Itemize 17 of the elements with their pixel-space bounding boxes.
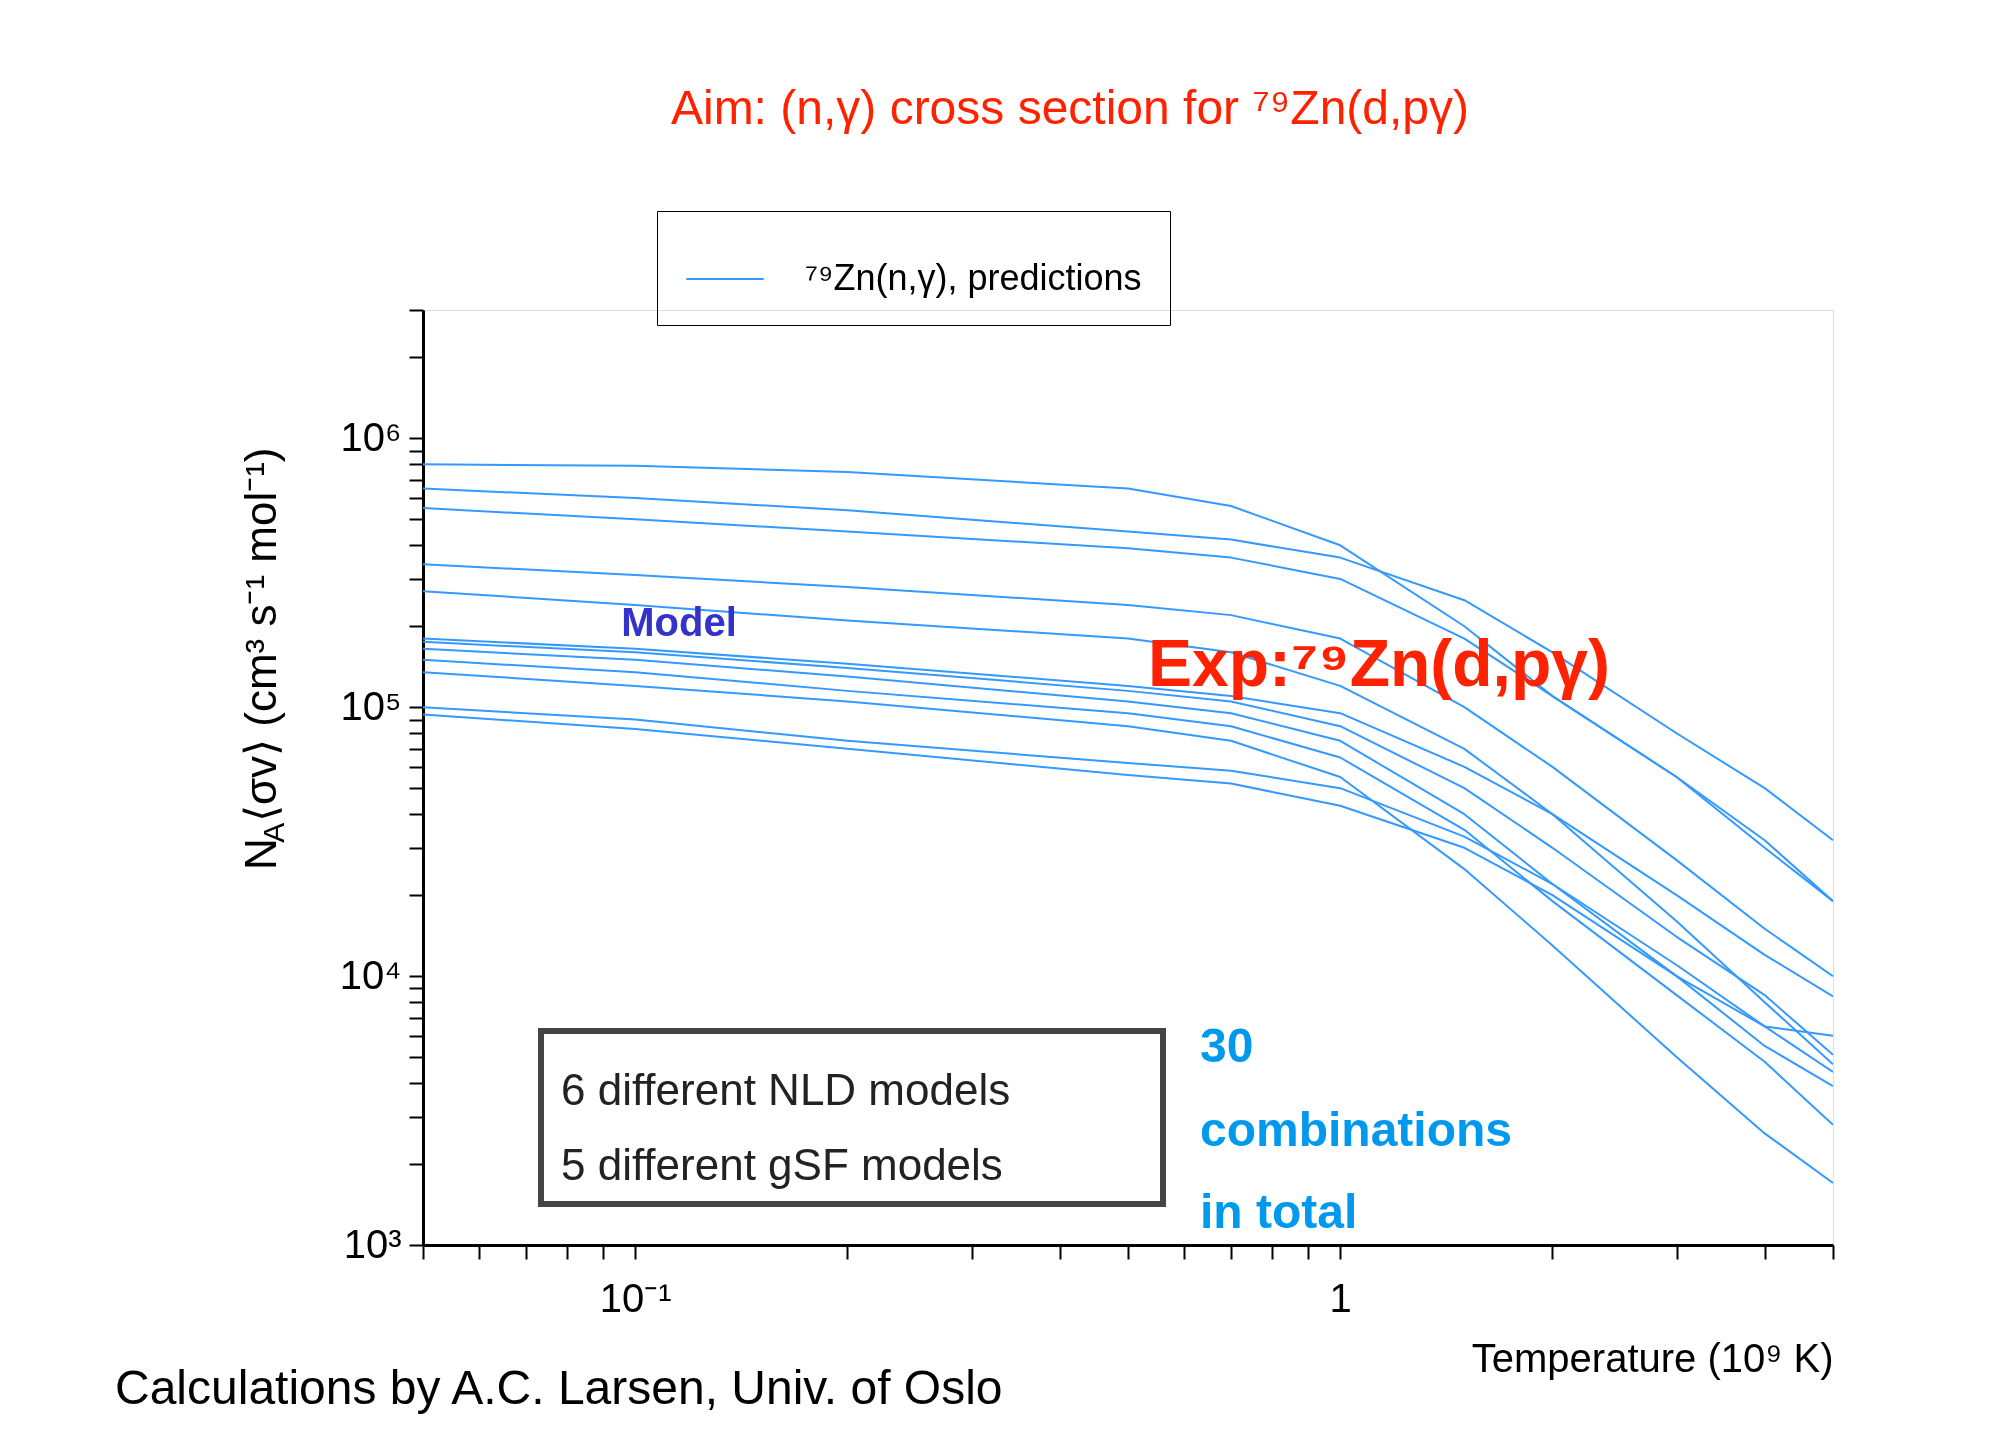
text: Calculations by A.C. Larsen, Univ. of Oslo — [115, 1361, 1003, 1414]
annotation: Model — [621, 600, 737, 644]
y-axis-title: NA⟨σv⟩ (cm³ s⁻¹ mol⁻¹) — [236, 447, 290, 870]
x-tick-label: 1 — [1329, 1275, 1352, 1320]
y-tick-label: 10⁵ — [340, 683, 402, 728]
annotation: 6 different NLD models — [561, 1065, 1011, 1114]
x-axis-title: Temperature (10⁹ K) — [1471, 1335, 1834, 1380]
annotation: 30 — [1200, 1019, 1254, 1072]
y-tick-label: 10⁴ — [339, 952, 402, 997]
annotation: 5 different gSF models — [561, 1140, 1003, 1189]
annotation: in total — [1200, 1185, 1358, 1238]
annotation: combinations — [1200, 1103, 1513, 1156]
legend-label: ⁷⁹Zn(n,γ), predictions — [805, 257, 1142, 298]
chart-title: Aim: (n,γ) cross section for ⁷⁹Zn(d,pγ) — [670, 81, 1470, 134]
x-tick-label: 10⁻¹ — [599, 1275, 672, 1320]
y-tick-label: 10³ — [343, 1221, 402, 1266]
y-tick-label: 10⁶ — [340, 414, 402, 459]
